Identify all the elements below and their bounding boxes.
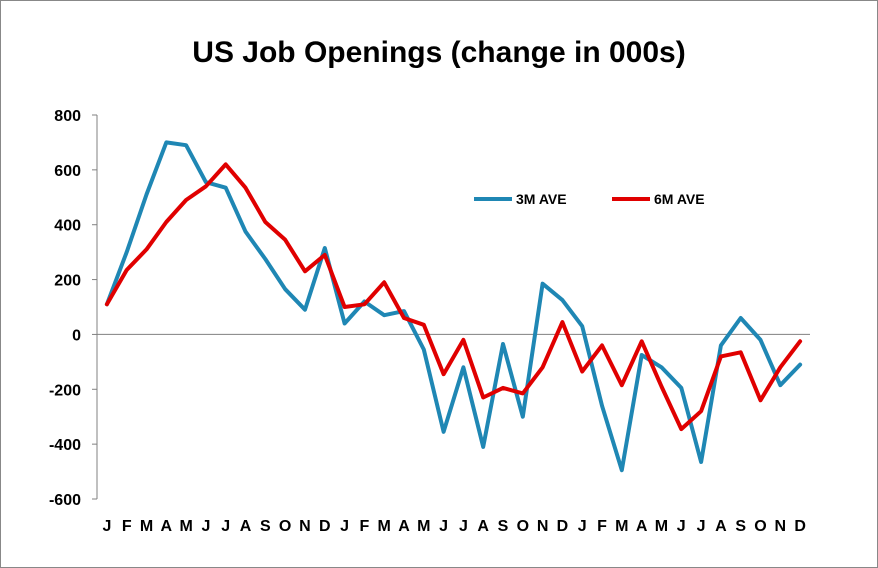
x-tick-label: M [417,518,430,535]
x-tick-label: D [794,518,806,535]
x-tick-label: J [201,518,210,535]
x-tick-label: A [715,518,727,535]
y-tick-label: 200 [54,273,81,290]
y-tick-label: 0 [72,327,81,344]
y-tick-label: -600 [49,492,81,509]
x-tick-label: N [299,518,311,535]
x-tick-label: O [279,518,291,535]
x-tick-label: A [240,518,252,535]
series-line-3m-ave [104,140,803,473]
x-tick-label: F [359,518,369,535]
x-tick-label: F [597,518,607,535]
x-tick-label: J [677,518,686,535]
x-tick-label: M [140,518,153,535]
x-tick-label: A [398,518,410,535]
legend: 3M AVE 6M AVE [474,191,705,207]
x-tick-label: O [517,518,529,535]
x-tick-label: J [340,518,349,535]
y-tick-label: 400 [54,218,81,235]
x-tick-label: A [636,518,648,535]
x-tick-label: M [179,518,192,535]
y-tick-label: -200 [49,382,81,399]
x-tick-label: J [221,518,230,535]
x-tick-label: A [161,518,173,535]
legend-label: 3M AVE [516,191,567,207]
x-tick-label: O [754,518,766,535]
x-tick-label: M [378,518,391,535]
x-tick-label: F [122,518,132,535]
y-tick-label: 800 [54,108,81,125]
x-tick-label: N [537,518,549,535]
x-tick-label: M [615,518,628,535]
x-tick-label: N [775,518,787,535]
series-layer [104,140,803,473]
x-tick-label: D [319,518,331,535]
x-tick-label: A [477,518,489,535]
x-tick-label: S [260,518,271,535]
chart-title: US Job Openings (change in 000s) [192,36,686,69]
x-tick-label: J [697,518,706,535]
y-tick-label: -400 [49,437,81,454]
x-tick-label: J [439,518,448,535]
x-tick-label: J [578,518,587,535]
y-tick-label: 600 [54,163,81,180]
series-line-6m-ave [104,162,803,432]
legend-label: 6M AVE [654,191,705,207]
x-tick-label: S [735,518,746,535]
x-tick-label: D [557,518,569,535]
x-tick-label: J [102,518,111,535]
x-tick-label: M [655,518,668,535]
x-tick-label: J [459,518,468,535]
x-tick-label: S [498,518,509,535]
